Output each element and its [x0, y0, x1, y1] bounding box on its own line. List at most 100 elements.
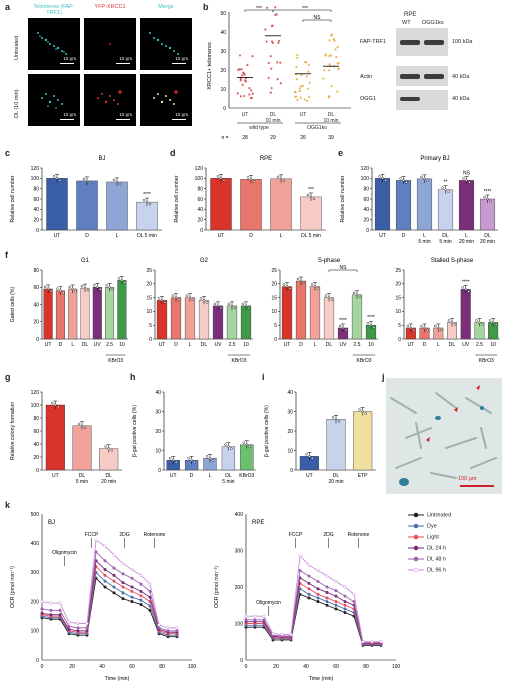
y-tick-label: 100 — [361, 176, 370, 182]
b-group-dl-wt-time: 10 min — [265, 118, 280, 124]
x-tick-label: 20 min — [328, 479, 343, 485]
replicate-dot — [82, 177, 86, 181]
replicate-dot — [309, 195, 313, 199]
y-tick-label: 40 — [155, 390, 161, 396]
bar — [68, 288, 78, 340]
x-tick-label: UV — [462, 342, 470, 348]
b-dot — [239, 95, 243, 98]
y-tick-label: 10 — [287, 448, 293, 454]
y-tick-label: 0 — [36, 337, 39, 343]
replicate-dot — [187, 457, 190, 460]
series-point — [139, 598, 143, 602]
x-tick-label: DL — [333, 473, 340, 479]
x-tick-label: D — [174, 342, 178, 348]
bar — [45, 404, 65, 471]
b-dot — [274, 6, 277, 9]
b-dot — [267, 61, 270, 65]
replicate-dot — [372, 325, 376, 329]
series-point — [316, 569, 320, 573]
replicate-dot — [56, 287, 59, 290]
series-point — [139, 602, 143, 607]
replicate-dot — [434, 324, 437, 328]
b-genotype-wt: wild type — [249, 125, 269, 131]
replicate-dot — [230, 304, 234, 308]
b-dot — [236, 92, 239, 95]
b-dot — [244, 80, 247, 83]
bar — [240, 305, 252, 340]
x-tick-label: 20 — [69, 664, 75, 670]
series-line — [41, 577, 177, 638]
replicate-dot — [120, 279, 124, 282]
series-point — [112, 591, 116, 595]
b-dot — [239, 77, 242, 81]
y-tick-label: 400 — [235, 512, 244, 518]
replicate-dot — [381, 177, 384, 180]
b-dot — [335, 56, 338, 59]
replicate-dot — [406, 324, 410, 328]
b-ytick: 20 — [220, 68, 226, 74]
x-tick-label: 2.5 — [354, 342, 361, 348]
series-point — [244, 618, 248, 622]
replicate-dot — [157, 297, 161, 300]
y-tick-label: 60 — [197, 197, 203, 203]
y-tick-label: 500 — [31, 512, 40, 518]
b-dot — [300, 73, 303, 77]
b-sig: NS — [314, 15, 322, 21]
replicate-dot — [316, 287, 320, 290]
y-axis-label: OCR (pmol min⁻¹) — [214, 566, 220, 608]
x-tick-label: D — [423, 342, 427, 348]
x-tick-label: DL — [105, 473, 112, 479]
replicate-dot — [111, 288, 114, 291]
series-point — [58, 601, 62, 605]
series-point — [316, 596, 320, 600]
b-ytick: 40 — [220, 30, 226, 36]
replicate-dot — [85, 179, 89, 183]
y-tick-label: 0 — [274, 337, 277, 343]
series-line — [41, 539, 177, 629]
y-tick-label: 40 — [33, 302, 39, 308]
y-tick-label: 25 — [395, 268, 401, 274]
bar — [416, 178, 433, 231]
micrograph-dl-telomeres: 10 μm — [28, 74, 80, 126]
series-point — [316, 600, 320, 604]
series-point — [307, 592, 311, 596]
b-dot — [270, 40, 274, 43]
kbro3-label: KBrO3 — [479, 358, 494, 364]
panel-g-label: g — [5, 372, 11, 382]
series-point — [49, 608, 53, 612]
series-point — [343, 607, 347, 611]
y-tick-label: 0 — [149, 337, 152, 343]
sa-beta-gal-micrograph: 100 μm — [386, 378, 502, 494]
series-point — [130, 576, 134, 580]
b-sig: *** — [256, 6, 262, 12]
y-tick-label: 20 — [33, 217, 39, 223]
y-tick-label: 10 — [271, 309, 277, 315]
series-line — [246, 588, 381, 646]
x-tick-label: L — [71, 342, 74, 348]
replicate-dot — [169, 457, 172, 460]
series-point — [103, 559, 107, 563]
replicate-dot — [104, 445, 107, 448]
b-dot — [275, 13, 278, 16]
y-tick-label: 120 — [31, 390, 40, 396]
replicate-dot — [423, 326, 426, 330]
series-point — [121, 562, 125, 566]
replicate-dot — [96, 286, 99, 289]
b-dot — [334, 48, 337, 51]
series-point — [112, 573, 116, 577]
replicate-dot — [49, 289, 53, 293]
replicate-dot — [305, 453, 308, 456]
scalebar-label: 10 μm — [119, 56, 132, 61]
b-dot — [238, 68, 241, 71]
replicate-dot — [486, 197, 489, 201]
series-point — [76, 621, 80, 626]
replicate-dot — [185, 294, 189, 297]
series-point — [334, 600, 338, 604]
y-tick-label: 100 — [31, 176, 40, 182]
replicate-dot — [242, 441, 246, 444]
b-dot — [307, 87, 310, 90]
bar — [460, 289, 471, 340]
series-point — [325, 603, 329, 607]
blot-mw: 100 kDa — [452, 39, 473, 45]
